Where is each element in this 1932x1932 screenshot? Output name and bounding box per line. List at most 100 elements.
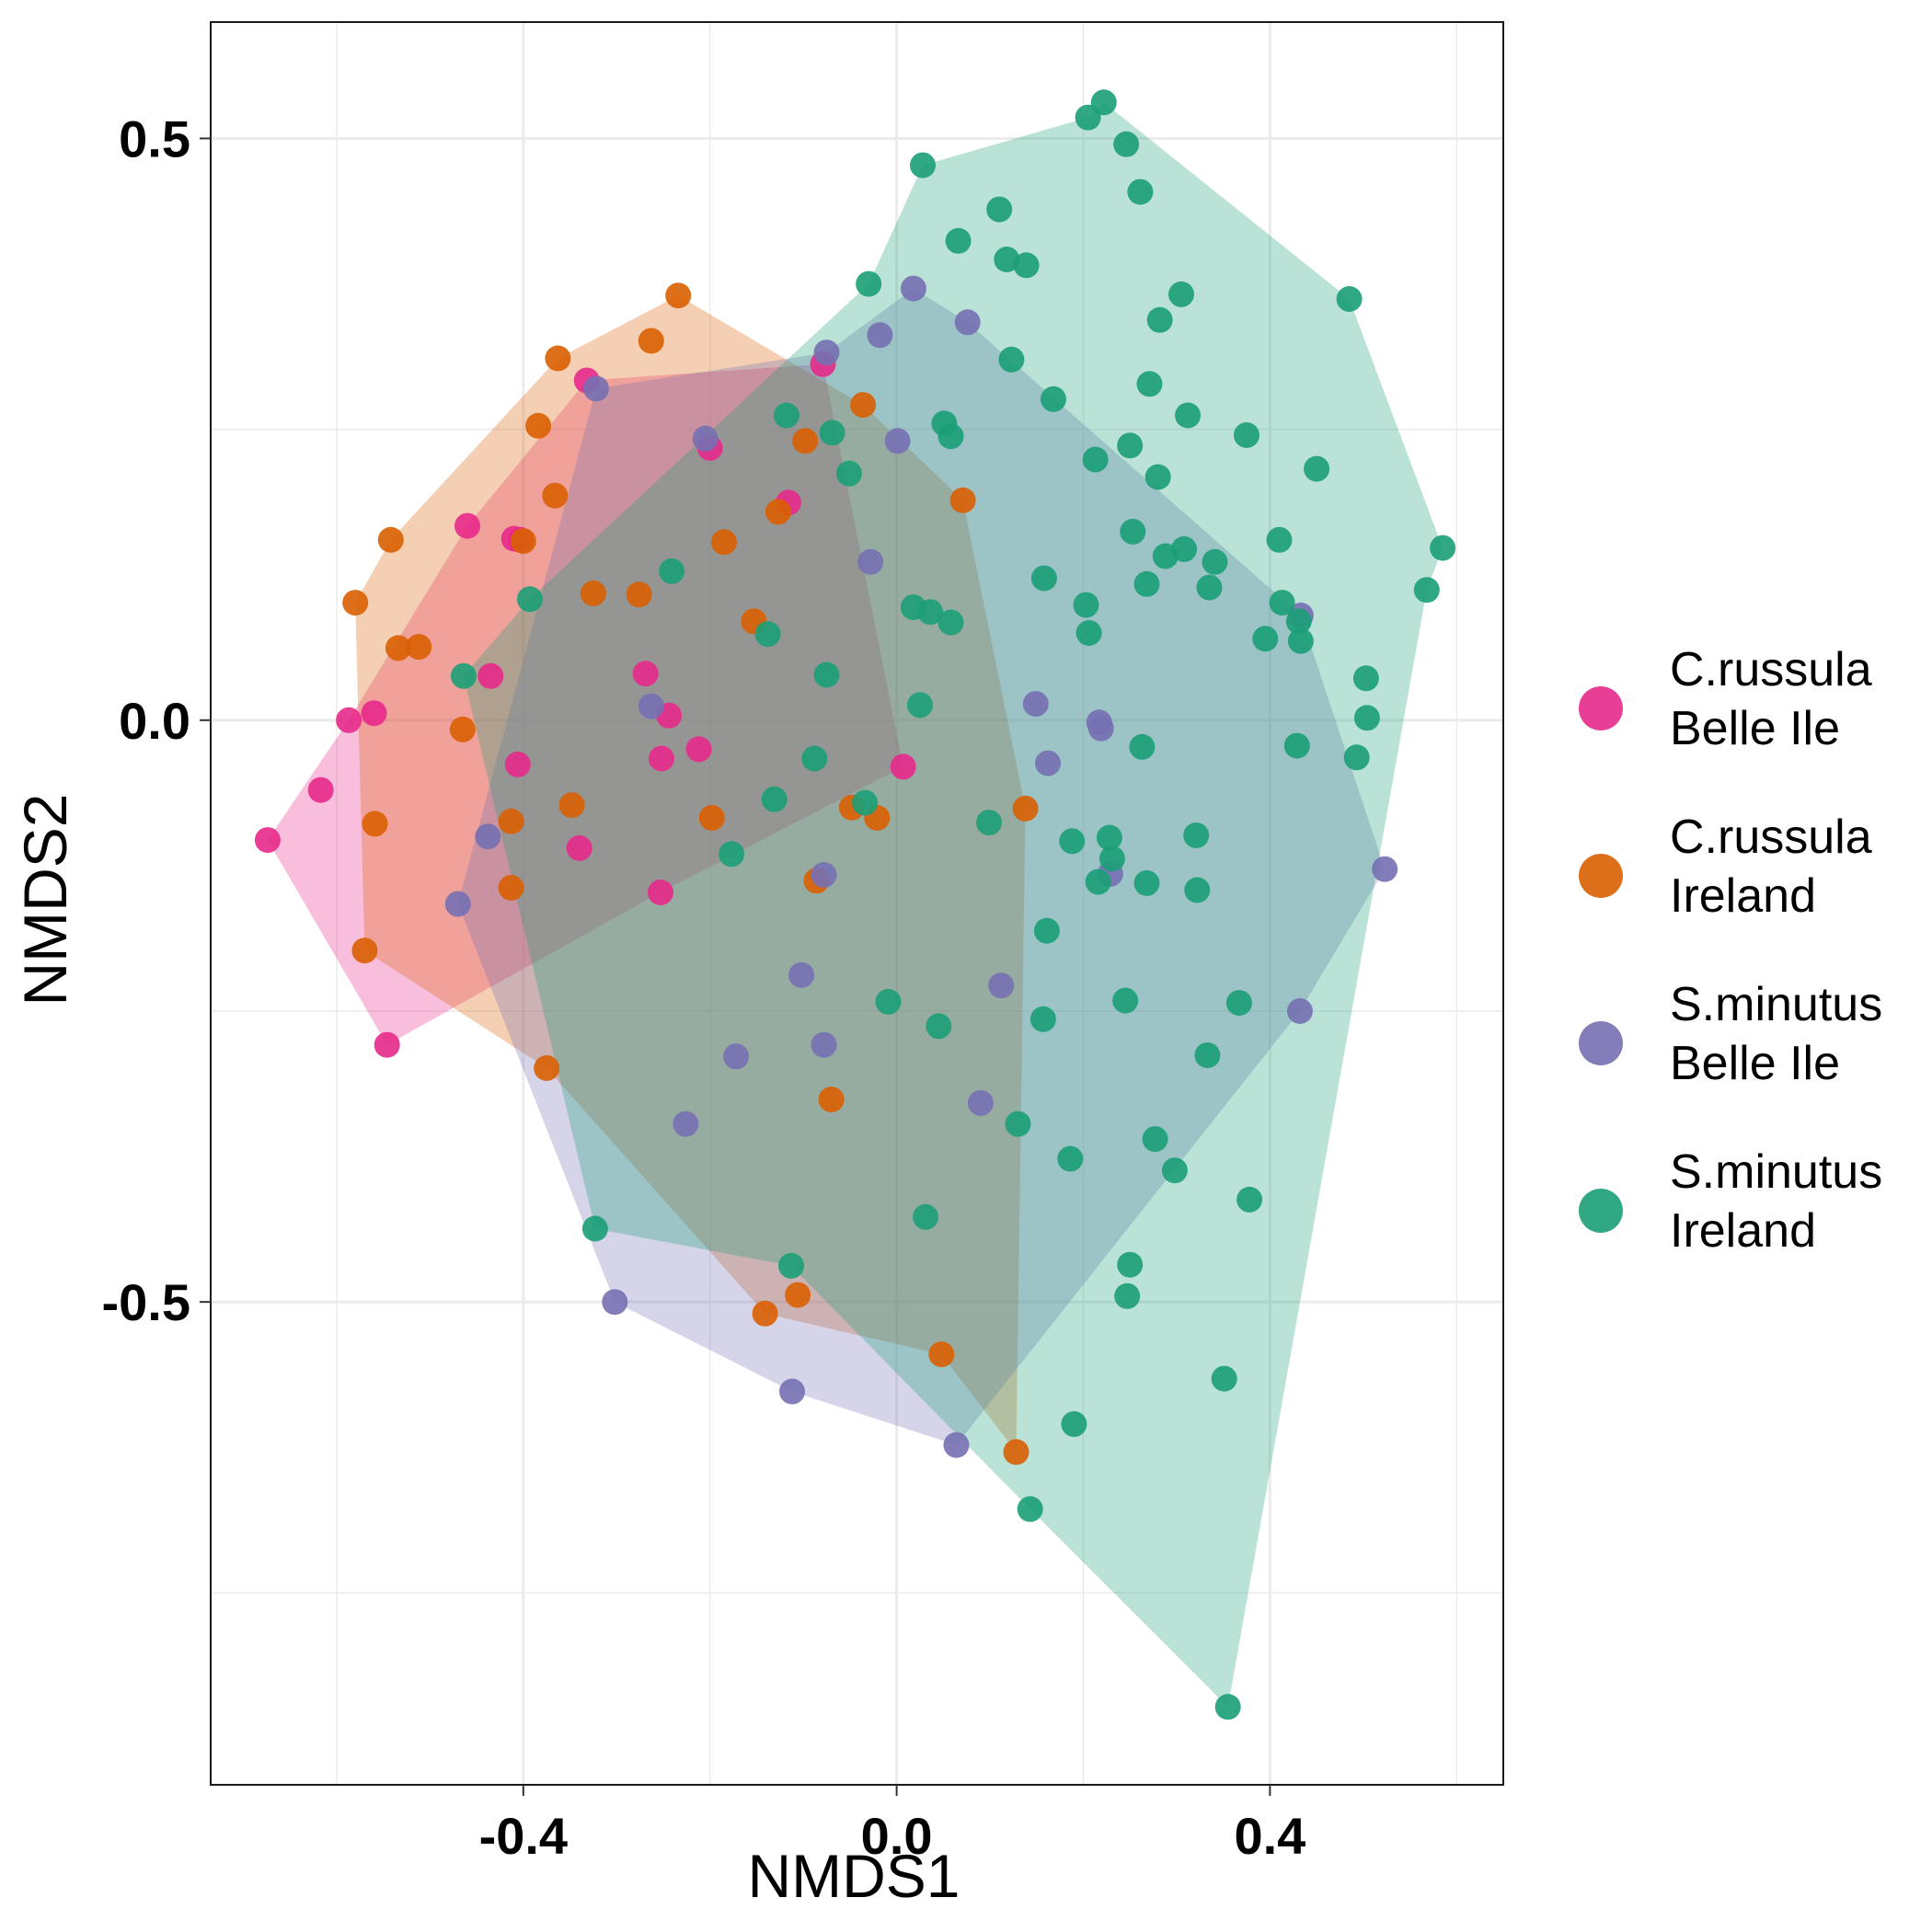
point-series-4 bbox=[852, 789, 879, 816]
point-series-4 bbox=[1194, 1042, 1221, 1068]
point-series-4 bbox=[1184, 877, 1211, 903]
point-series-4 bbox=[1029, 1006, 1056, 1032]
point-series-4 bbox=[1352, 665, 1379, 692]
point-series-4 bbox=[1175, 402, 1202, 429]
point-series-2 bbox=[362, 811, 388, 837]
point-series-4 bbox=[1142, 1126, 1168, 1153]
hull-1 bbox=[267, 363, 903, 1045]
point-series-1 bbox=[336, 707, 362, 733]
point-series-3 bbox=[1086, 709, 1112, 736]
point-series-4 bbox=[1252, 626, 1279, 652]
point-series-4 bbox=[773, 402, 799, 429]
point-series-4 bbox=[926, 1013, 952, 1040]
point-series-2 bbox=[525, 412, 552, 439]
point-series-3 bbox=[444, 891, 471, 917]
point-series-4 bbox=[1343, 744, 1370, 771]
point-series-4 bbox=[998, 346, 1025, 373]
legend-label-4: S.minutus bbox=[1670, 1145, 1882, 1199]
point-series-2 bbox=[385, 635, 411, 661]
point-series-4 bbox=[1146, 306, 1173, 333]
point-series-4 bbox=[986, 196, 1013, 223]
point-series-4 bbox=[1005, 1110, 1031, 1137]
point-series-1 bbox=[361, 700, 387, 727]
point-series-3 bbox=[1372, 856, 1398, 882]
point-series-2 bbox=[850, 392, 877, 419]
point-series-2 bbox=[1003, 1439, 1029, 1466]
point-series-4 bbox=[917, 599, 944, 626]
point-series-1 bbox=[374, 1031, 400, 1058]
point-series-2 bbox=[638, 328, 664, 354]
point-series-2 bbox=[498, 808, 524, 834]
point-series-4 bbox=[1075, 620, 1102, 646]
point-series-1 bbox=[254, 827, 281, 854]
point-series-2 bbox=[818, 1087, 845, 1113]
point-series-4 bbox=[819, 420, 845, 446]
point-series-4 bbox=[1114, 1282, 1141, 1309]
point-series-4 bbox=[1129, 733, 1156, 760]
point-series-3 bbox=[813, 339, 840, 366]
point-series-4 bbox=[1057, 1145, 1084, 1172]
point-series-3 bbox=[638, 693, 664, 719]
point-series-4 bbox=[1013, 252, 1040, 279]
point-series-4 bbox=[1017, 1496, 1043, 1523]
legend-key-2 bbox=[1579, 854, 1623, 898]
point-series-3 bbox=[1035, 750, 1061, 776]
y-tick-label: 0.0 bbox=[119, 692, 190, 750]
point-series-3 bbox=[943, 1432, 970, 1458]
point-series-4 bbox=[1113, 131, 1140, 157]
point-series-4 bbox=[1336, 286, 1363, 312]
point-series-4 bbox=[945, 227, 972, 254]
point-series-4 bbox=[910, 152, 936, 178]
point-series-4 bbox=[754, 621, 781, 648]
point-series-4 bbox=[835, 460, 862, 487]
point-series-4 bbox=[1234, 422, 1259, 448]
point-series-4 bbox=[516, 586, 543, 613]
legend-label-2: C.russula bbox=[1670, 811, 1872, 864]
point-series-4 bbox=[1171, 535, 1198, 562]
point-series-4 bbox=[1082, 446, 1109, 473]
point-series-4 bbox=[1287, 627, 1314, 654]
point-series-2 bbox=[1012, 795, 1039, 822]
point-series-2 bbox=[792, 428, 819, 454]
point-series-2 bbox=[342, 590, 369, 616]
point-series-3 bbox=[475, 823, 501, 850]
point-series-4 bbox=[1161, 1157, 1188, 1184]
point-series-4 bbox=[856, 270, 882, 297]
legend-label-4: Ireland bbox=[1670, 1204, 1816, 1258]
point-series-3 bbox=[867, 322, 893, 349]
point-series-2 bbox=[949, 487, 976, 513]
point-series-4 bbox=[994, 247, 1020, 272]
point-series-2 bbox=[752, 1300, 778, 1327]
legend-label-3: S.minutus bbox=[1670, 978, 1882, 1031]
legend-label-1: C.russula bbox=[1670, 643, 1872, 696]
point-series-3 bbox=[811, 862, 837, 888]
point-series-1 bbox=[307, 776, 334, 803]
y-tick-label: 0.5 bbox=[119, 109, 190, 167]
axis-ticks: -0.4 0.0 0.4 0.5 0.0 -0.5 bbox=[102, 109, 1306, 1865]
x-tick-label: 0.4 bbox=[1234, 1807, 1305, 1865]
point-series-4 bbox=[1353, 705, 1380, 731]
point-series-3 bbox=[1022, 691, 1049, 718]
x-axis-title: NMDS1 bbox=[747, 1842, 960, 1910]
point-series-4 bbox=[1269, 590, 1295, 616]
grid-lines bbox=[211, 22, 1503, 1785]
point-series-4 bbox=[1214, 1694, 1241, 1720]
point-series-4 bbox=[913, 1203, 939, 1230]
point-series-3 bbox=[857, 548, 884, 575]
point-series-2 bbox=[665, 282, 692, 309]
point-series-4 bbox=[937, 423, 964, 450]
point-series-3 bbox=[967, 1089, 994, 1116]
point-series-2 bbox=[534, 1055, 560, 1081]
x-tick-label: 0.0 bbox=[861, 1807, 933, 1865]
point-series-3 bbox=[692, 425, 719, 452]
point-series-4 bbox=[1033, 917, 1060, 944]
point-series-4 bbox=[1211, 1365, 1237, 1392]
legend-key-3 bbox=[1579, 1021, 1623, 1065]
point-series-4 bbox=[1168, 281, 1194, 307]
point-series-2 bbox=[765, 499, 791, 525]
point-series-4 bbox=[1041, 385, 1066, 412]
point-series-4 bbox=[1090, 89, 1117, 116]
point-series-4 bbox=[1112, 987, 1139, 1014]
legend-key-4 bbox=[1579, 1189, 1623, 1233]
point-series-2 bbox=[626, 581, 652, 608]
